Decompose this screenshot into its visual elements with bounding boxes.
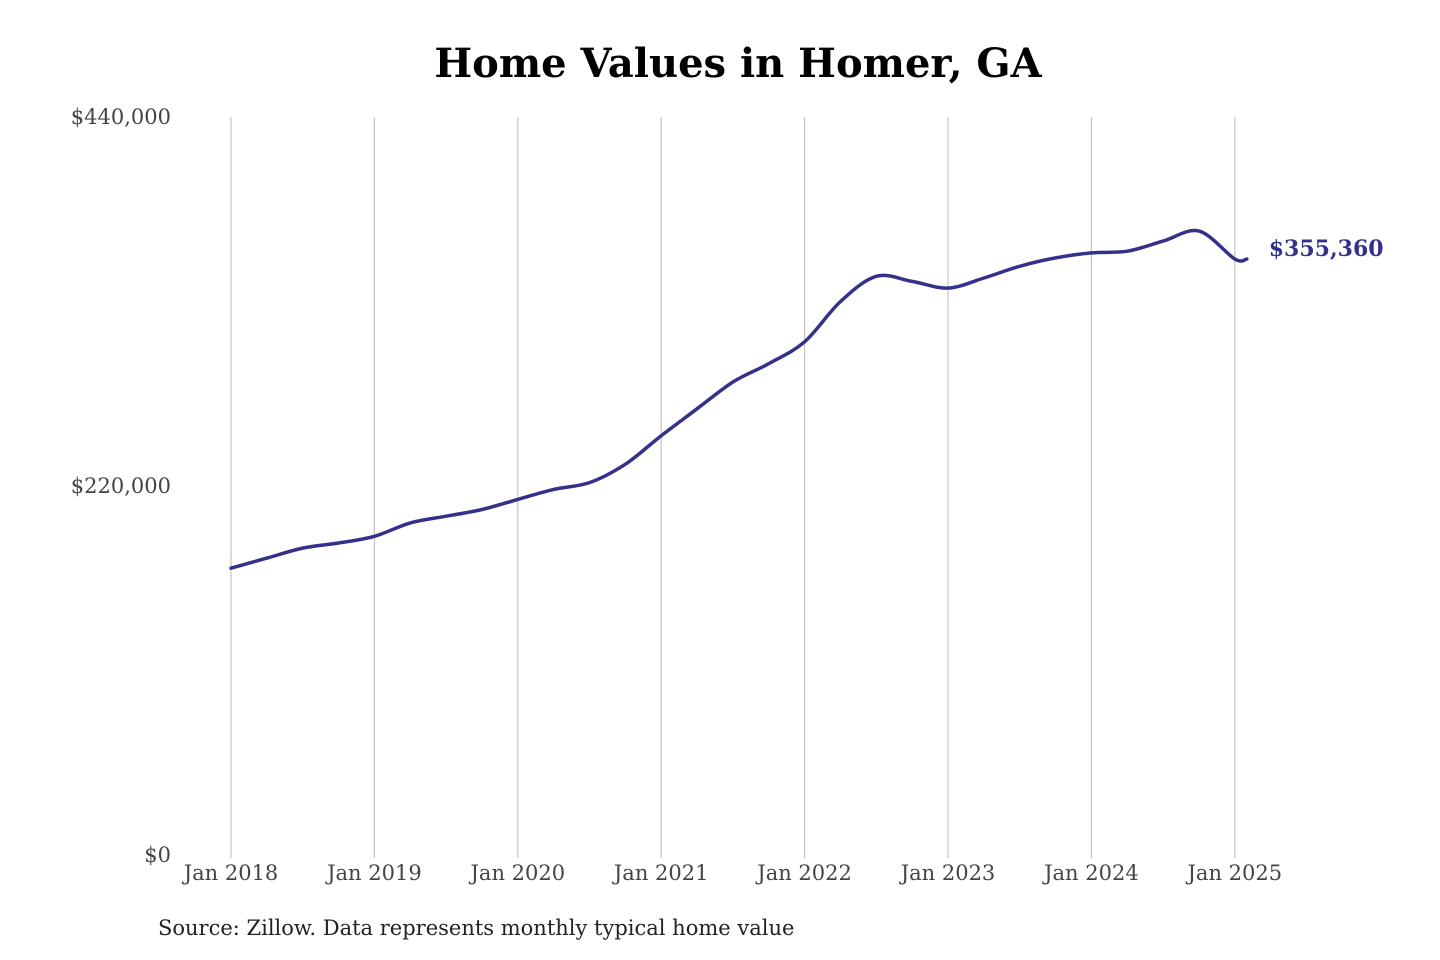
x-tick-label: Jan 2021 bbox=[612, 861, 709, 885]
source-note: Source: Zillow. Data represents monthly … bbox=[158, 916, 795, 940]
x-tick-label: Jan 2020 bbox=[469, 861, 566, 885]
y-axis-ticks: $0 $220,000 $440,000 bbox=[71, 105, 171, 867]
x-tick-label: Jan 2025 bbox=[1186, 861, 1283, 885]
x-tick-label: Jan 2023 bbox=[899, 861, 996, 885]
grid-lines bbox=[230, 117, 1236, 858]
y-tick-label: $440,000 bbox=[71, 105, 171, 129]
x-tick-label: Jan 2024 bbox=[1042, 861, 1139, 885]
x-tick-label: Jan 2019 bbox=[325, 861, 422, 885]
y-tick-label: $0 bbox=[144, 843, 171, 867]
series-line bbox=[229, 228, 1249, 570]
end-value-label: $355,360 bbox=[1269, 236, 1384, 262]
x-axis-ticks: Jan 2018 Jan 2019 Jan 2020 Jan 2021 Jan 2022… bbox=[182, 861, 1282, 885]
series-layer: $355,360 bbox=[229, 228, 1384, 570]
chart-title: Home Values in Homer, GA bbox=[434, 40, 1042, 87]
y-tick-label: $220,000 bbox=[71, 474, 171, 498]
x-tick-label: Jan 2018 bbox=[182, 861, 279, 885]
x-tick-label: Jan 2022 bbox=[755, 861, 852, 885]
